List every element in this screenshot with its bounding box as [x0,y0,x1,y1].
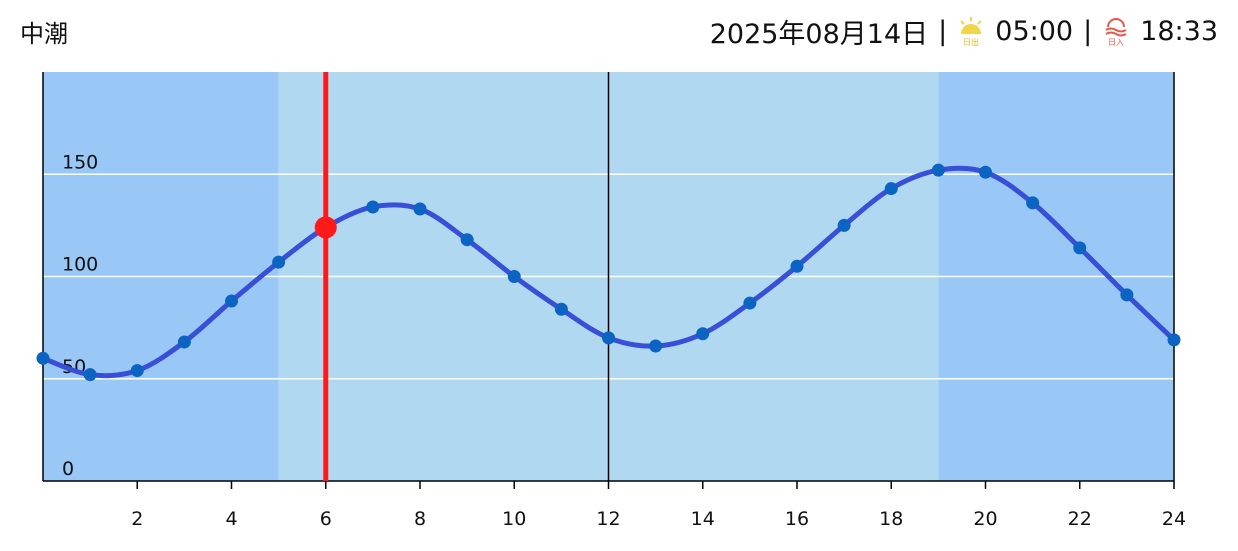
tide-point [649,339,663,353]
tide-point [1026,196,1040,210]
tide-point [1167,333,1181,347]
sunrise-time: 05:00 [995,16,1074,47]
tide-point [790,259,804,273]
header: 中潮 2025年08月14日 | 日出 05:00 | 日入 18:33 [0,0,1238,60]
x-tick-label: 4 [225,508,237,530]
tide-point [696,327,710,341]
tide-point [507,270,521,283]
sunrise-label: 日出 [963,37,979,47]
tide-point [979,165,992,179]
tide-point [1073,241,1087,255]
tide-point [413,202,427,216]
x-tick-label: 8 [414,508,426,530]
tide-point [366,200,380,214]
x-tick-label: 2 [131,508,143,530]
sunset-label: 日入 [1108,38,1124,47]
tide-point [884,182,898,196]
tide-point [36,351,50,365]
tide-point [83,368,97,382]
date: 2025年08月14日 [709,19,929,50]
tide-point [225,294,238,308]
x-tick-label: 12 [596,508,620,530]
tide-point [272,255,286,269]
tide-point [460,233,474,247]
sunset-time: 18:33 [1140,16,1218,47]
x-tick-label: 14 [691,508,715,530]
x-tick-label: 24 [1162,508,1186,530]
sunrise-icon: 日出 [960,16,982,47]
date-info: 2025年08月14日 | 日出 05:00 | 日入 18:33 [710,12,1218,51]
sunset-icon: 日入 [1105,17,1127,47]
current-point [314,216,337,239]
tide-point [743,296,757,310]
tide-point [177,335,191,349]
x-tick-label: 6 [320,508,332,530]
x-tick-label: 18 [879,508,903,530]
y-tick-label: 0 [62,458,74,480]
tide-point [931,163,945,177]
tide-type: 中潮 [20,20,68,48]
y-tick-label: 150 [62,151,98,173]
tide-point [602,331,615,345]
tide-point [554,302,568,316]
x-tick-label: 10 [502,508,526,530]
tide-point [130,364,144,378]
tide-point [837,218,851,232]
separator: | [938,16,948,47]
tide-point [1120,288,1134,302]
x-tick-label: 20 [973,508,997,530]
separator: | [1083,16,1093,47]
x-tick-label: 22 [1068,508,1092,530]
x-tick-label: 16 [785,508,809,530]
y-tick-label: 100 [62,254,98,276]
